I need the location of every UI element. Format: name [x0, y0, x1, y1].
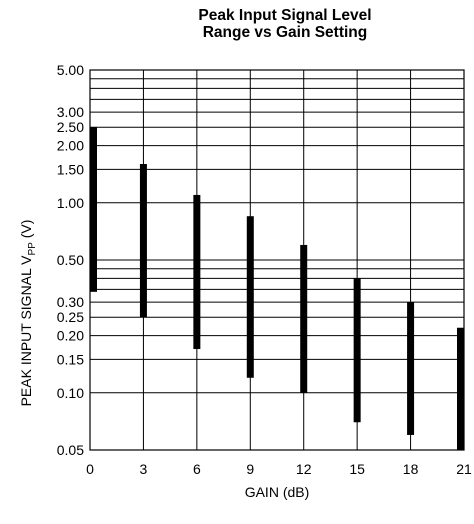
x-tick-label: 6: [193, 461, 201, 477]
x-tick-label: 21: [456, 461, 472, 477]
y-tick-label: 0.20: [57, 328, 84, 344]
y-tick-label: 2.00: [57, 138, 84, 154]
y-tick-label: 5.00: [57, 62, 84, 78]
y-tick-label: 0.25: [57, 309, 84, 325]
y-tick-label: 0.05: [57, 442, 84, 458]
x-axis-label: GAIN (dB): [244, 484, 310, 500]
x-tick-label: 3: [140, 461, 148, 477]
chart-title-line-1: Peak Input Signal Level: [198, 7, 372, 24]
y-axis-label-subscript: PP: [26, 242, 38, 256]
x-tick-label: 18: [403, 461, 419, 477]
range-bar: [457, 327, 464, 450]
y-tick-label: 0.15: [57, 351, 84, 367]
y-tick-label: 3.00: [57, 104, 84, 120]
y-tick-label: 1.00: [57, 195, 84, 211]
y-axis-label-main: PEAK INPUT SIGNAL V: [18, 255, 35, 407]
range-bar: [246, 216, 254, 378]
range-bar: [300, 244, 308, 393]
y-tick-label: 0.10: [57, 385, 84, 401]
range-bar: [353, 278, 361, 423]
x-tick-label: 15: [349, 461, 365, 477]
range-bar: [139, 164, 147, 318]
range-bar: [90, 127, 97, 292]
y-tick-label: 2.50: [57, 119, 84, 135]
chart-title-line-2: Range vs Gain Setting: [202, 24, 368, 41]
x-tick-label: 9: [246, 461, 254, 477]
range-bar: [407, 302, 415, 435]
y-axis-label-container: PEAK INPUT SIGNAL VPP (V): [10, 0, 38, 524]
y-tick-label: 0.50: [57, 252, 84, 268]
y-tick-label: 1.50: [57, 161, 84, 177]
range-bar: [193, 194, 201, 350]
y-tick-label: 0.30: [57, 294, 84, 310]
x-tick-label: 0: [86, 461, 94, 477]
y-axis-label-unit: (V): [18, 219, 35, 243]
x-tick-label: 12: [296, 461, 312, 477]
y-axis-label: PEAK INPUT SIGNAL VPP (V): [18, 220, 38, 407]
